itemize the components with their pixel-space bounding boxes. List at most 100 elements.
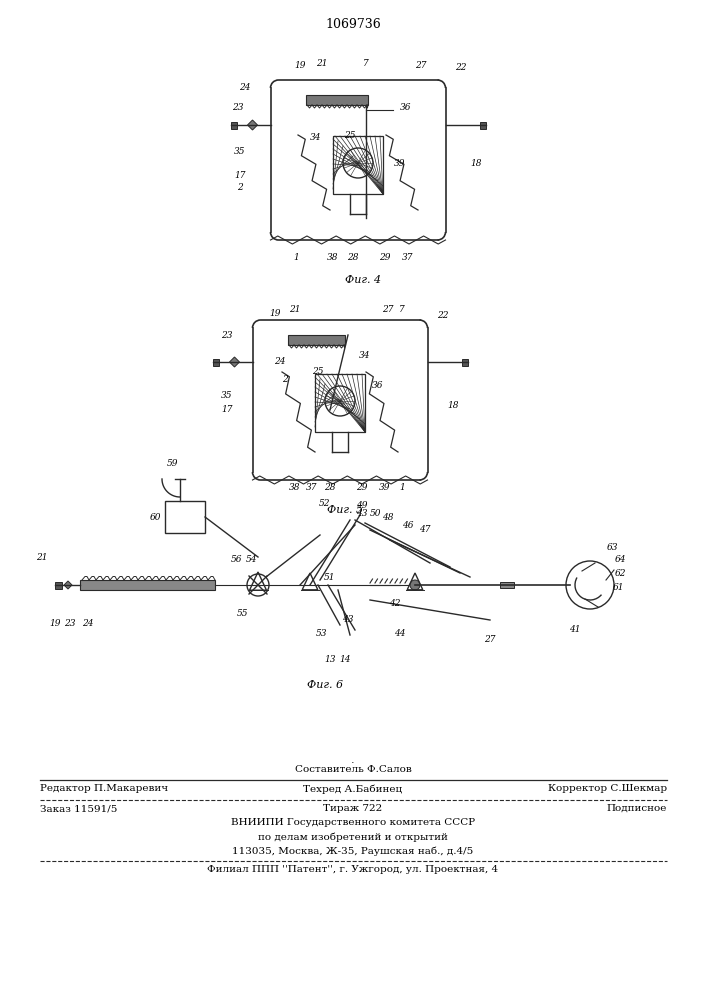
Text: 7: 7	[363, 58, 369, 68]
Polygon shape	[64, 581, 72, 589]
Text: 50: 50	[370, 508, 382, 518]
Bar	[80, 580, 215, 590]
Bar	[213, 359, 218, 365]
Text: 44: 44	[395, 629, 406, 638]
Text: 36: 36	[400, 104, 411, 112]
Text: 22: 22	[455, 64, 467, 73]
Text: 39: 39	[395, 158, 406, 167]
Text: 2: 2	[237, 184, 243, 192]
Text: 43: 43	[342, 615, 354, 624]
Bar	[288, 335, 345, 345]
Text: ВНИИПИ Государственного комитета СССР: ВНИИПИ Государственного комитета СССР	[231, 818, 475, 827]
Text: 1069736: 1069736	[325, 18, 381, 31]
Circle shape	[343, 148, 373, 178]
Text: 28: 28	[347, 252, 358, 261]
Text: 25: 25	[312, 367, 324, 376]
Text: 113035, Москва, Ж-35, Раушская наб., д.4/5: 113035, Москва, Ж-35, Раушская наб., д.4…	[233, 846, 474, 856]
Text: 19: 19	[294, 60, 305, 70]
Text: Тираж 722: Тираж 722	[323, 804, 382, 813]
Text: 59: 59	[168, 458, 179, 468]
Text: 27: 27	[484, 636, 496, 645]
Text: 28: 28	[325, 483, 336, 491]
Text: 17: 17	[221, 406, 233, 414]
Text: 18: 18	[448, 400, 459, 410]
Text: Фиг. 6: Фиг. 6	[307, 680, 343, 690]
Text: Фиг. 4: Фиг. 4	[345, 275, 381, 285]
Text: 35: 35	[221, 390, 233, 399]
Text: 17: 17	[234, 170, 246, 180]
Text: 48: 48	[382, 512, 394, 522]
Text: 25: 25	[344, 130, 356, 139]
Bar	[333, 136, 383, 194]
Text: 39: 39	[379, 483, 391, 491]
Text: 47: 47	[419, 526, 431, 534]
Text: Корректор С.Шекмар: Корректор С.Шекмар	[548, 784, 667, 793]
Text: Составитель Ф.Салов: Составитель Ф.Салов	[295, 765, 411, 774]
Text: 38: 38	[327, 252, 339, 261]
Text: 18: 18	[470, 158, 481, 167]
Text: 37: 37	[402, 252, 414, 261]
Polygon shape	[230, 357, 240, 367]
Text: 14: 14	[339, 656, 351, 664]
Text: 55: 55	[238, 608, 249, 617]
Text: 34: 34	[359, 351, 370, 360]
Text: 54: 54	[246, 556, 258, 564]
Text: 51: 51	[325, 572, 336, 582]
Text: 24: 24	[82, 618, 94, 628]
Text: 13: 13	[325, 656, 336, 664]
Text: 52: 52	[320, 498, 331, 508]
Bar	[479, 121, 486, 128]
Text: 56: 56	[231, 556, 243, 564]
Text: 21: 21	[289, 306, 300, 314]
Text: 60: 60	[149, 512, 160, 522]
Bar	[462, 359, 467, 365]
Text: 35: 35	[234, 147, 246, 156]
Text: 23: 23	[64, 618, 76, 628]
Text: 29: 29	[356, 483, 368, 491]
Text: 23: 23	[233, 103, 244, 111]
Text: 23: 23	[221, 330, 233, 340]
Text: 36: 36	[373, 380, 384, 389]
Text: Заказ 11591/5: Заказ 11591/5	[40, 804, 117, 813]
Text: 38: 38	[289, 483, 300, 491]
Text: 42: 42	[390, 598, 401, 607]
Text: 22: 22	[437, 310, 449, 320]
Text: 21: 21	[36, 552, 48, 562]
Bar	[165, 501, 205, 533]
Text: 27: 27	[382, 306, 394, 314]
Text: 24: 24	[239, 83, 251, 92]
Text: 19: 19	[49, 618, 61, 628]
Text: 19: 19	[269, 308, 281, 318]
Text: 1: 1	[293, 252, 299, 261]
Text: 2: 2	[282, 375, 288, 384]
Bar	[306, 95, 368, 105]
Text: 7: 7	[399, 306, 405, 314]
Text: 34: 34	[310, 133, 322, 142]
Text: 41: 41	[569, 626, 580, 635]
Text: .: .	[351, 755, 355, 765]
Text: 61: 61	[612, 584, 624, 592]
Text: 37: 37	[306, 483, 317, 491]
Text: 46: 46	[402, 520, 414, 530]
Circle shape	[410, 580, 420, 590]
Text: 53: 53	[316, 629, 328, 638]
Text: 1: 1	[399, 483, 405, 491]
Text: 63: 63	[606, 542, 618, 552]
Bar	[230, 121, 237, 128]
Text: 21: 21	[316, 58, 328, 68]
Bar	[315, 374, 365, 432]
Text: Редактор П.Макаревич: Редактор П.Макаревич	[40, 784, 168, 793]
Text: по делам изобретений и открытий: по делам изобретений и открытий	[258, 832, 448, 842]
Text: 64: 64	[614, 556, 626, 564]
Text: 27: 27	[415, 60, 427, 70]
Text: Подписное: Подписное	[607, 804, 667, 813]
Text: Фиг. 5: Фиг. 5	[327, 505, 363, 515]
Text: 24: 24	[274, 358, 286, 366]
Circle shape	[325, 386, 355, 416]
Bar	[500, 582, 514, 588]
Text: Техред А.Бабинец: Техред А.Бабинец	[303, 784, 402, 794]
Text: 29: 29	[379, 252, 391, 261]
Text: 49: 49	[356, 500, 368, 510]
Bar	[55, 582, 62, 588]
Text: 43: 43	[356, 508, 368, 518]
